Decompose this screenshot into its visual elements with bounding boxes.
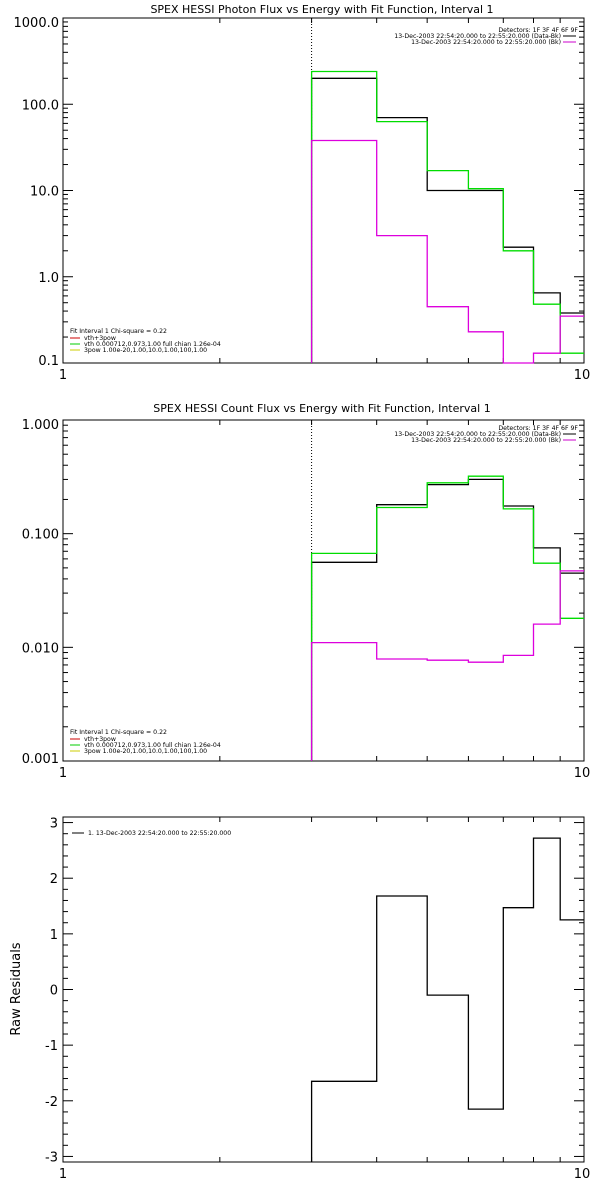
legend-text: 13-Dec-2003 22:54:20.000 to 22:55:20.000… — [394, 33, 561, 40]
legend-text: 13-Dec-2003 22:54:20.000 to 22:55:20.000… — [411, 437, 561, 444]
legend-text: 1. 13-Dec-2003 22:54:20.000 to 22:55:20.… — [88, 830, 231, 837]
y-tick-label: 1.000 — [22, 418, 59, 433]
series-line-2 — [310, 139, 584, 364]
panel-title: SPEX HESSI Photon Flux vs Energy with Fi… — [150, 3, 493, 16]
y-tick-label: 0.001 — [22, 752, 59, 767]
y-tick-label: 2 — [50, 872, 58, 887]
x-tick-label: 1 — [59, 766, 67, 781]
legend-text: 13-Dec-2003 22:54:20.000 to 22:55:20.000… — [411, 39, 561, 46]
y-axis-label: Raw Residuals — [9, 942, 24, 1035]
plot-frame — [62, 816, 585, 1163]
axes: 1 10 -3 -2 -1 0 1 2 3 — [45, 816, 591, 1182]
y-tick-label: -3 — [45, 1150, 58, 1165]
y-tick-label: 0 — [50, 984, 58, 999]
y-tick-label: -1 — [45, 1039, 58, 1054]
plot-frame — [62, 419, 585, 762]
axes: 1 10 0.1 1.0 10.0 100.0 1000.0 — [14, 16, 591, 383]
y-tick-label: 1 — [50, 928, 58, 943]
x-tick-label: 10 — [574, 368, 591, 383]
x-tick-label: 10 — [574, 1167, 591, 1182]
series-line-0 — [310, 837, 584, 1162]
legend-text: Fit Interval 1 Chi-square = 0.22 — [70, 729, 167, 736]
series-line-2 — [310, 570, 584, 761]
legend-bottom-left: Fit Interval 1 Chi-square = 0.22 vth+3po… — [70, 729, 221, 755]
y-tick-label: 0.010 — [22, 641, 59, 656]
axes: 1 10 0.001 0.010 0.100 1.000 — [22, 418, 590, 781]
legend-text: 3pow 1.00e-20,1.00,10.0,1.00,100,1.00 — [84, 748, 207, 755]
legend-top-left: 1. 13-Dec-2003 22:54:20.000 to 22:55:20.… — [72, 830, 231, 837]
x-tick-label: 10 — [574, 766, 591, 781]
legend-text: 3pow 1.00e-20,1.00,10.0,1.00,100,1.00 — [84, 347, 207, 354]
legend-text: Fit Interval 1 Chi-square = 0.22 — [70, 328, 167, 335]
legend-text: vth 0.000712,0.973,1.00 full chian 1.26e… — [84, 742, 221, 749]
y-tick-label: 100.0 — [22, 98, 59, 113]
legend-top-right: Detectors: 1F 3F 4F 6F 9F 13-Dec-2003 22… — [394, 425, 578, 444]
legend-bottom-left: Fit Interval 1 Chi-square = 0.22 vth+3po… — [70, 328, 221, 354]
series-layer — [310, 70, 584, 364]
x-tick-label: 1 — [59, 368, 67, 383]
legend-text: Detectors: 1F 3F 4F 6F 9F — [498, 27, 578, 34]
series-line-1 — [310, 70, 584, 363]
legend-text: 13-Dec-2003 22:54:20.000 to 22:55:20.000… — [394, 431, 561, 438]
legend-text: vth+3pow — [84, 335, 116, 342]
plot-frame — [62, 17, 585, 364]
y-tick-label: 1000.0 — [14, 16, 60, 31]
y-tick-label: 1.0 — [38, 271, 59, 286]
legend-text: vth+3pow — [84, 736, 116, 743]
photon-flux-panel: SPEX HESSI Photon Flux vs Energy with Fi… — [14, 3, 591, 383]
y-tick-label: 10.0 — [30, 185, 59, 200]
legend-top-right: Detectors: 1F 3F 4F 6F 9F 13-Dec-2003 22… — [394, 27, 578, 46]
count-flux-panel: SPEX HESSI Count Flux vs Energy with Fit… — [22, 402, 590, 781]
series-layer — [310, 837, 584, 1162]
y-tick-label: -2 — [45, 1095, 58, 1110]
residuals-panel: Raw Residuals 1 10 -3 -2 -1 0 1 2 3 1. 13-Dec-20… — [9, 816, 591, 1182]
y-tick-label: 0.1 — [38, 354, 59, 369]
panel-title: SPEX HESSI Count Flux vs Energy with Fit… — [153, 402, 490, 415]
legend-text: vth 0.000712,0.973,1.00 full chian 1.26e… — [84, 341, 221, 348]
y-tick-label: 0.100 — [22, 528, 59, 543]
y-tick-label: 3 — [50, 817, 58, 832]
series-line-0 — [310, 478, 584, 761]
series-line-0 — [310, 77, 584, 363]
x-tick-label: 1 — [59, 1167, 67, 1182]
legend-text: Detectors: 1F 3F 4F 6F 9F — [498, 425, 578, 432]
series-line-1 — [310, 475, 584, 761]
series-layer — [310, 475, 584, 761]
